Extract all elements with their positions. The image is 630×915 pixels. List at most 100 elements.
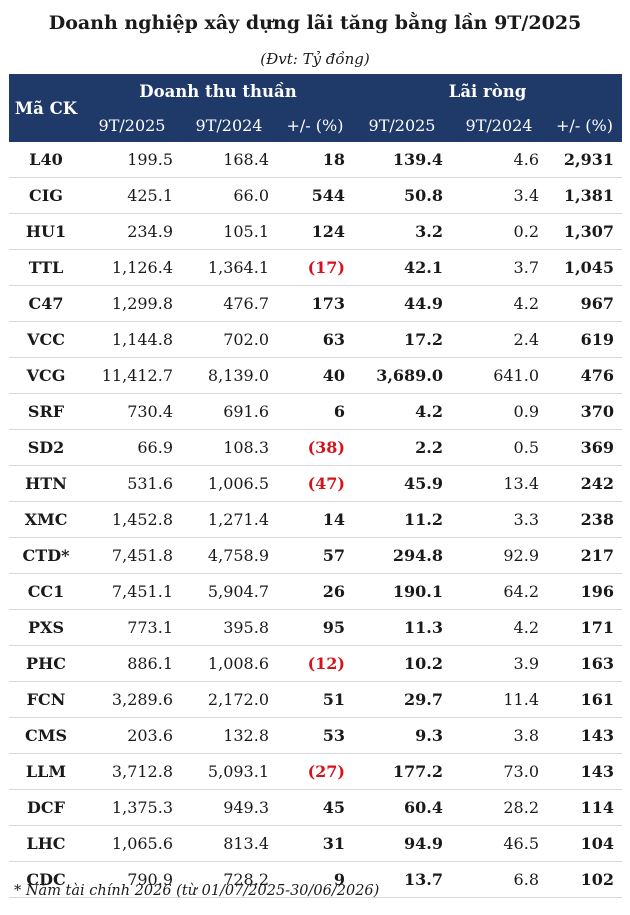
table-row: LHC 1,065.6 813.4 31 94.9 46.5 104	[9, 825, 623, 862]
cell-revenue-change: 40	[277, 357, 353, 394]
cell-profit-2024: 73.0	[451, 753, 547, 790]
cell-revenue-2024: 132.8	[181, 717, 277, 754]
cell-profit-2024: 3.4	[451, 177, 547, 214]
cell-profit-2025: 177.2	[353, 753, 451, 790]
cell-profit-change: 114	[547, 789, 623, 826]
table-row: PXS 773.1 395.8 95 11.3 4.2 171	[9, 609, 623, 646]
cell-profit-2025: 44.9	[353, 285, 451, 322]
cell-revenue-change: (17)	[277, 249, 353, 286]
cell-revenue-change: 9	[277, 861, 353, 898]
cell-code: CDC	[9, 861, 83, 898]
cell-profit-change: 967	[547, 285, 623, 322]
cell-profit-2025: 45.9	[353, 465, 451, 502]
cell-revenue-2024: 108.3	[181, 429, 277, 466]
cell-revenue-2025: 790.9	[83, 861, 181, 898]
cell-revenue-2024: 66.0	[181, 177, 277, 214]
cell-revenue-change: 14	[277, 501, 353, 538]
cell-profit-change: 1,381	[547, 177, 623, 214]
cell-profit-2025: 17.2	[353, 321, 451, 358]
table-row: PHC 886.1 1,008.6 (12) 10.2 3.9 163	[9, 645, 623, 682]
cell-revenue-2025: 730.4	[83, 393, 181, 430]
cell-revenue-2025: 11,412.7	[83, 357, 181, 394]
cell-revenue-change: (27)	[277, 753, 353, 790]
cell-revenue-change: (38)	[277, 429, 353, 466]
cell-revenue-2025: 1,299.8	[83, 285, 181, 322]
cell-profit-2025: 29.7	[353, 681, 451, 718]
cell-code: XMC	[9, 501, 83, 538]
cell-profit-2024: 64.2	[451, 573, 547, 610]
cell-profit-2025: 3.2	[353, 213, 451, 250]
footnote: * Năm tài chính 2026 (từ 01/07/2025-30/0…	[14, 883, 380, 899]
cell-revenue-2024: 1,006.5	[181, 465, 277, 502]
cell-revenue-2025: 3,712.8	[83, 753, 181, 790]
cell-revenue-2025: 886.1	[83, 645, 181, 682]
cell-revenue-change: 95	[277, 609, 353, 646]
cell-profit-2025: 11.2	[353, 501, 451, 538]
cell-profit-change: 143	[547, 717, 623, 754]
cell-revenue-change: 544	[277, 177, 353, 214]
header-profit-group: Lãi ròng	[353, 74, 623, 108]
cell-revenue-change: 124	[277, 213, 353, 250]
cell-profit-2024: 92.9	[451, 537, 547, 574]
header-profit-2024: 9T/2024	[451, 108, 547, 142]
cell-profit-2024: 3.8	[451, 717, 547, 754]
cell-profit-2025: 4.2	[353, 393, 451, 430]
cell-revenue-2025: 234.9	[83, 213, 181, 250]
table-row: TTL 1,126.4 1,364.1 (17) 42.1 3.7 1,045	[9, 249, 623, 286]
table-row: L40 199.5 168.4 18 139.4 4.6 2,931	[9, 142, 623, 178]
cell-profit-2024: 6.8	[451, 861, 547, 898]
cell-revenue-2024: 105.1	[181, 213, 277, 250]
cell-revenue-2024: 1,271.4	[181, 501, 277, 538]
cell-revenue-change: 18	[277, 142, 353, 178]
header-code: Mã CK	[9, 74, 83, 142]
data-table-container: Mã CK Doanh thu thuần Lãi ròng 9T/2025 9…	[9, 74, 623, 898]
cell-revenue-2025: 66.9	[83, 429, 181, 466]
unit-caption: (Đvt: Tỷ đồng)	[260, 50, 370, 68]
cell-revenue-change: 173	[277, 285, 353, 322]
cell-code: VCC	[9, 321, 83, 358]
cell-revenue-2025: 1,126.4	[83, 249, 181, 286]
table-body: L40 199.5 168.4 18 139.4 4.6 2,931 CIG 425.1 66.0…	[9, 142, 623, 898]
header-profit-change: +/- (%)	[547, 108, 623, 142]
cell-revenue-2025: 531.6	[83, 465, 181, 502]
table-row: CDC 790.9 728.2 9 13.7 6.8 102	[9, 861, 623, 898]
cell-revenue-2024: 8,139.0	[181, 357, 277, 394]
cell-profit-change: 476	[547, 357, 623, 394]
cell-revenue-2024: 702.0	[181, 321, 277, 358]
cell-revenue-2025: 425.1	[83, 177, 181, 214]
cell-revenue-2024: 1,008.6	[181, 645, 277, 682]
cell-profit-2025: 11.3	[353, 609, 451, 646]
cell-revenue-2025: 3,289.6	[83, 681, 181, 718]
cell-code: DCF	[9, 789, 83, 826]
cell-code: C47	[9, 285, 83, 322]
table-row: C47 1,299.8 476.7 173 44.9 4.2 967	[9, 285, 623, 322]
cell-revenue-2025: 1,452.8	[83, 501, 181, 538]
cell-profit-change: 163	[547, 645, 623, 682]
cell-revenue-change: 31	[277, 825, 353, 862]
cell-revenue-change: 53	[277, 717, 353, 754]
cell-revenue-2024: 168.4	[181, 142, 277, 178]
table-row: CIG 425.1 66.0 544 50.8 3.4 1,381	[9, 177, 623, 214]
table-row: VCC 1,144.8 702.0 63 17.2 2.4 619	[9, 321, 623, 358]
cell-revenue-change: 45	[277, 789, 353, 826]
cell-profit-2025: 2.2	[353, 429, 451, 466]
header-revenue-group: Doanh thu thuần	[83, 74, 353, 108]
cell-profit-change: 1,045	[547, 249, 623, 286]
cell-code: SRF	[9, 393, 83, 430]
cell-code: SD2	[9, 429, 83, 466]
cell-profit-2024: 3.7	[451, 249, 547, 286]
cell-profit-change: 242	[547, 465, 623, 502]
cell-profit-2024: 4.2	[451, 285, 547, 322]
table-row: SRF 730.4 691.6 6 4.2 0.9 370	[9, 393, 623, 430]
table-row: FCN 3,289.6 2,172.0 51 29.7 11.4 161	[9, 681, 623, 718]
cell-code: CMS	[9, 717, 83, 754]
cell-revenue-2025: 7,451.1	[83, 573, 181, 610]
cell-revenue-2024: 476.7	[181, 285, 277, 322]
table-row: XMC 1,452.8 1,271.4 14 11.2 3.3 238	[9, 501, 623, 538]
cell-code: LLM	[9, 753, 83, 790]
cell-revenue-change: (47)	[277, 465, 353, 502]
cell-profit-2024: 3.3	[451, 501, 547, 538]
cell-profit-change: 104	[547, 825, 623, 862]
table-row: CTD* 7,451.8 4,758.9 57 294.8 92.9 217	[9, 537, 623, 574]
cell-profit-2025: 190.1	[353, 573, 451, 610]
